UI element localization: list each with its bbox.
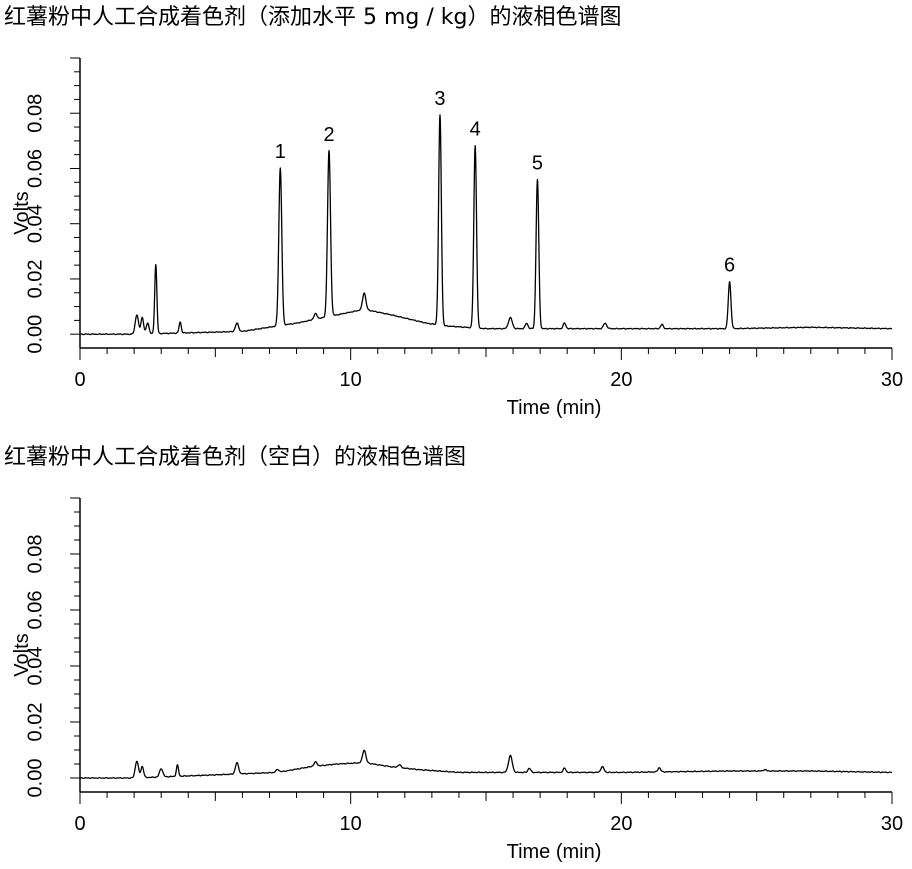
peak-label: 3 [434, 88, 445, 110]
y-tick-label: 0.06 [24, 591, 46, 630]
chart-1-title: 红薯粉中人工合成着色剂（添加水平 5 mg / kg）的液相色谱图 [4, 5, 622, 30]
y-tick-label: 0.02 [24, 259, 46, 298]
x-axis-title: Time (min) [507, 841, 602, 863]
x-tick-label: 10 [340, 813, 362, 835]
chromatogram-trace [79, 114, 893, 336]
x-tick-label: 20 [610, 369, 632, 391]
peak-label: 2 [323, 124, 334, 146]
y-tick-label: 0.00 [24, 759, 46, 798]
chromatogram-trace [79, 749, 893, 780]
y-tick-label: 0.08 [24, 94, 46, 133]
y-tick-label: 0.04 [24, 647, 46, 686]
y-axis-title: Volts [11, 191, 33, 234]
x-tick-label: 10 [340, 369, 362, 391]
chart-2-title: 红薯粉中人工合成着色剂（空白）的液相色谱图 [4, 445, 467, 470]
peak-label: 5 [532, 153, 543, 175]
y-tick-label: 0.04 [24, 204, 46, 243]
x-tick-label: 20 [610, 813, 632, 835]
y-tick-label: 0.08 [24, 535, 46, 574]
x-tick-label: 30 [881, 369, 903, 391]
y-axis-title: Volts [11, 633, 33, 676]
y-tick-label: 0.00 [24, 315, 46, 354]
peak-label: 4 [470, 119, 481, 141]
x-tick-label: 0 [74, 813, 85, 835]
peak-label: 6 [724, 255, 735, 277]
chart-1: 0.00 0.02 0.04 0.06 0.08 0 10 20 30 Time (min) Vol… [11, 57, 903, 419]
y-tick-label: 0.02 [24, 703, 46, 742]
x-tick-label: 30 [881, 813, 903, 835]
x-tick-label: 0 [74, 369, 85, 391]
peak-label: 1 [275, 141, 286, 163]
y-tick-label: 0.06 [24, 149, 46, 188]
x-axis-title: Time (min) [507, 397, 602, 419]
